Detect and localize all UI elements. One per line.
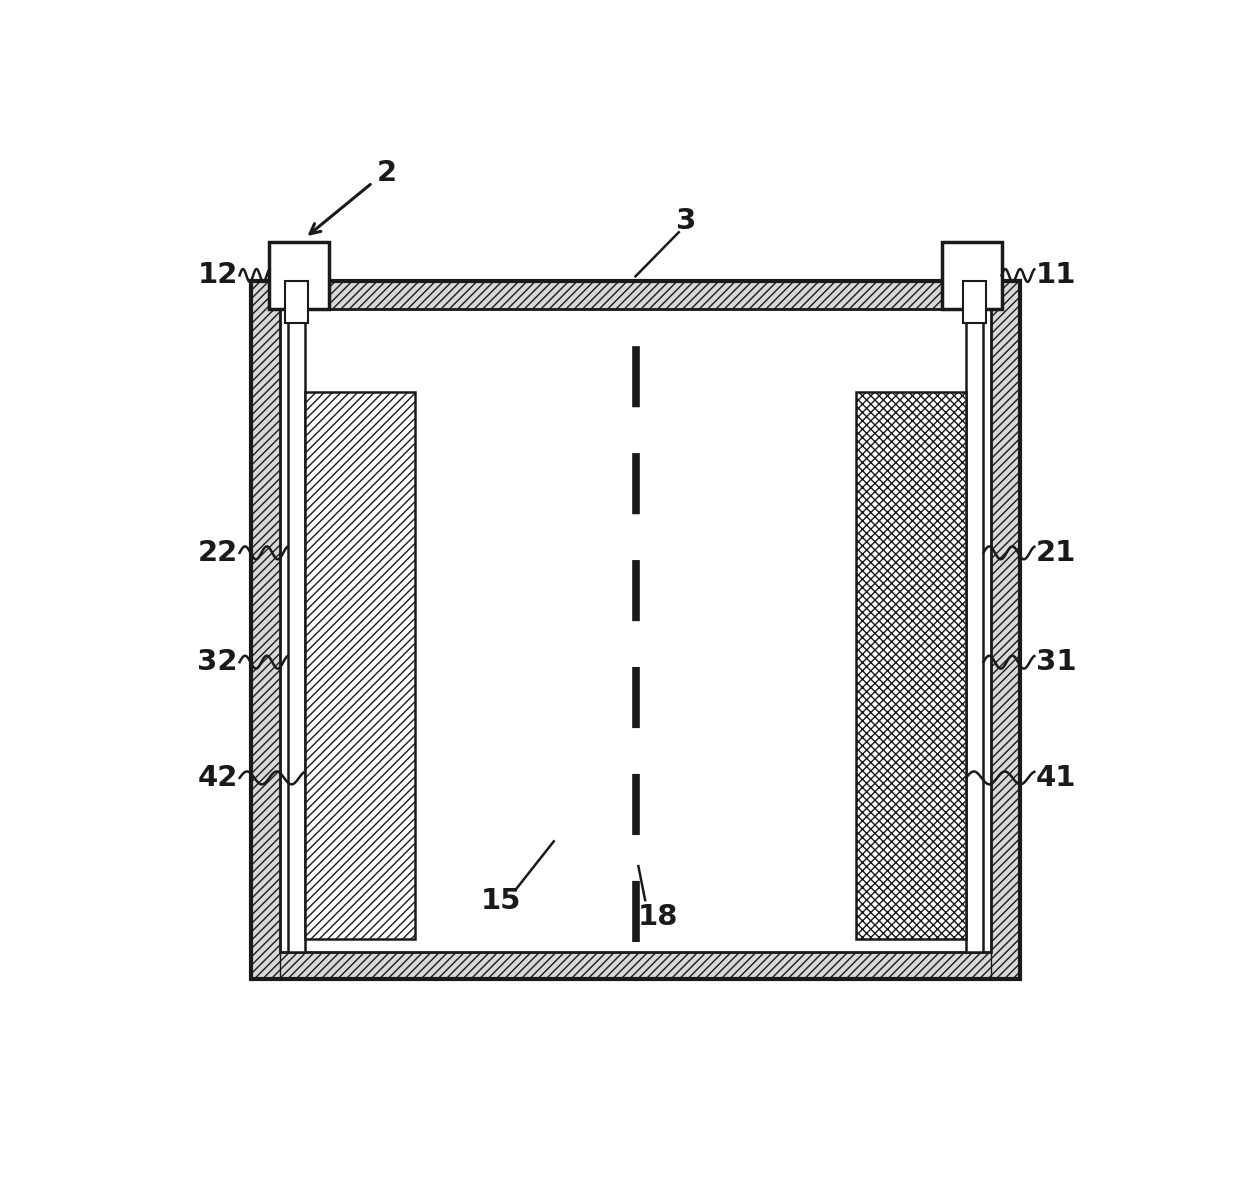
- Bar: [966, 309, 983, 952]
- Text: 18: 18: [637, 903, 678, 931]
- Bar: [250, 952, 1021, 979]
- Bar: [288, 309, 305, 952]
- Bar: [285, 282, 308, 323]
- Bar: [250, 282, 1021, 979]
- Bar: [280, 309, 991, 952]
- Text: 22: 22: [197, 539, 238, 567]
- Bar: [269, 242, 329, 309]
- Bar: [991, 282, 1021, 979]
- Text: 12: 12: [197, 261, 238, 290]
- Text: 32: 32: [197, 648, 238, 676]
- Bar: [856, 392, 966, 939]
- Text: 21: 21: [1037, 539, 1076, 567]
- Bar: [305, 392, 415, 939]
- Bar: [250, 282, 280, 979]
- Text: 31: 31: [1037, 648, 1076, 676]
- Text: 3: 3: [676, 208, 697, 235]
- Bar: [942, 242, 1002, 309]
- Text: 2: 2: [377, 160, 397, 187]
- Text: 42: 42: [197, 764, 238, 792]
- Text: 15: 15: [481, 888, 521, 915]
- Bar: [963, 282, 986, 323]
- Bar: [250, 282, 1021, 309]
- Bar: [250, 282, 1021, 979]
- Text: 41: 41: [1037, 764, 1076, 792]
- Text: 11: 11: [1037, 261, 1076, 290]
